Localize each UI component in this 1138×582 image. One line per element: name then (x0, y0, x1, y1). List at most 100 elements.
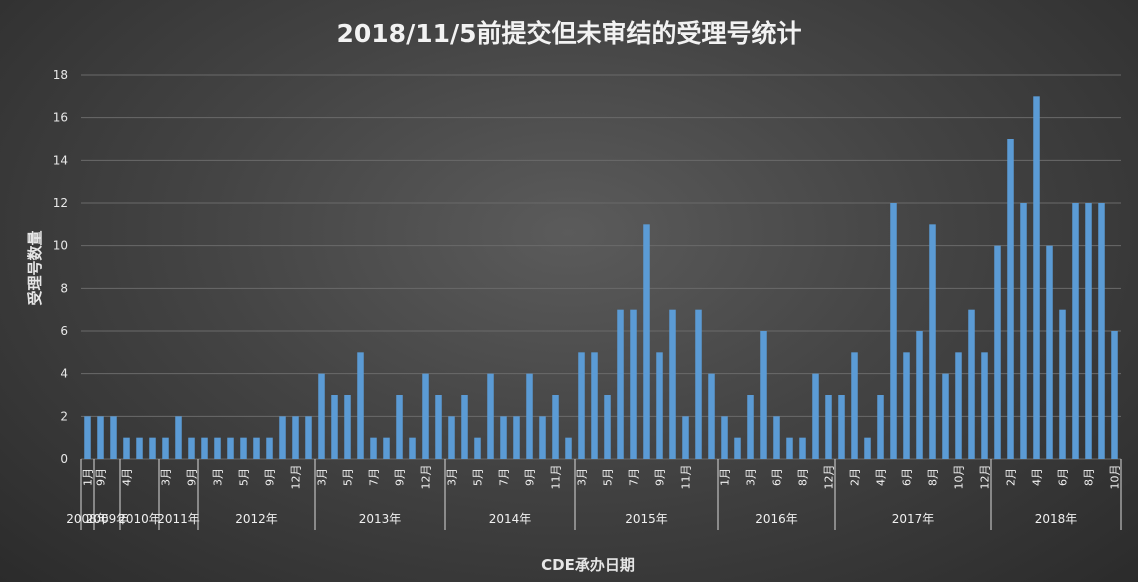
y-tick-label: 4 (60, 367, 68, 381)
y-tick-label: 12 (53, 196, 68, 210)
bar (370, 437, 377, 459)
month-label: 5月 (472, 468, 485, 486)
bar (1111, 331, 1118, 459)
bar (305, 416, 312, 459)
bar (474, 437, 481, 459)
bar (760, 331, 767, 459)
month-label: 3月 (160, 468, 173, 486)
bar (812, 373, 819, 459)
bar (929, 224, 936, 459)
bar (422, 373, 429, 459)
bar (747, 395, 754, 459)
month-label: 3月 (745, 468, 758, 486)
month-label: 1月 (719, 468, 732, 486)
bar (123, 437, 130, 459)
y-tick-label: 14 (53, 153, 68, 167)
bar (409, 437, 416, 459)
bar (201, 437, 208, 459)
bar (97, 416, 104, 459)
bar (1007, 139, 1014, 459)
bar (149, 437, 156, 459)
year-label: 2015年 (625, 512, 668, 526)
bar (240, 437, 247, 459)
year-label: 2016年 (755, 512, 798, 526)
month-label: 10月 (953, 465, 966, 490)
bar (825, 395, 832, 459)
month-label: 9月 (654, 468, 667, 486)
bar (526, 373, 533, 459)
year-label: 2014年 (489, 512, 532, 526)
month-label: 9月 (264, 468, 277, 486)
bar (175, 416, 182, 459)
bar (1072, 203, 1079, 459)
bar (188, 437, 195, 459)
y-tick-label: 8 (60, 281, 68, 295)
month-label: 6月 (901, 468, 914, 486)
month-label: 12月 (420, 465, 433, 490)
bar (1085, 203, 1092, 459)
month-label: 5月 (342, 468, 355, 486)
bar (591, 352, 598, 459)
month-label: 10月 (1109, 465, 1122, 490)
y-tick-label: 2 (60, 409, 68, 423)
bar (656, 352, 663, 459)
bar (682, 416, 689, 459)
month-label: 11月 (680, 465, 693, 490)
bar (1059, 309, 1066, 459)
bar (539, 416, 546, 459)
bar (552, 395, 559, 459)
year-label: 2013年 (359, 512, 402, 526)
bar (292, 416, 299, 459)
y-tick-label: 18 (53, 68, 68, 82)
bar (513, 416, 520, 459)
bar (838, 395, 845, 459)
month-label: 12月 (979, 465, 992, 490)
month-label: 2月 (1005, 468, 1018, 486)
month-label: 5月 (602, 468, 615, 486)
month-label: 3月 (212, 468, 225, 486)
bar (136, 437, 143, 459)
bar (331, 395, 338, 459)
bar (110, 416, 117, 459)
month-label: 3月 (316, 468, 329, 486)
year-label: 2008年 (66, 512, 109, 526)
bar (253, 437, 260, 459)
bar (955, 352, 962, 459)
month-label: 9月 (95, 468, 108, 486)
bar (643, 224, 650, 459)
bar (695, 309, 702, 459)
chart-title: 2018/11/5前提交但未审结的受理号统计 (336, 19, 801, 48)
bar (890, 203, 897, 459)
gridlines (81, 74, 1121, 460)
y-axis-title: 受理号数量 (26, 230, 44, 305)
bar (461, 395, 468, 459)
bar (1033, 96, 1040, 459)
bar (669, 309, 676, 459)
bar (942, 373, 949, 459)
bar (1046, 245, 1053, 459)
month-label: 4月 (121, 468, 134, 486)
bar (799, 437, 806, 459)
month-label: 7月 (368, 468, 381, 486)
bar (734, 437, 741, 459)
month-label: 5月 (238, 468, 251, 486)
y-tick-label: 0 (60, 452, 68, 466)
bar (1098, 203, 1105, 459)
bar (630, 309, 637, 459)
month-label: 8月 (797, 468, 810, 486)
bar (864, 437, 871, 459)
month-label: 12月 (823, 465, 836, 490)
bar (968, 309, 975, 459)
bar (435, 395, 442, 459)
bar (318, 373, 325, 459)
bar (396, 395, 403, 459)
bar (266, 437, 273, 459)
month-label: 4月 (1031, 468, 1044, 486)
bar (344, 395, 351, 459)
y-tick-label: 16 (53, 111, 68, 125)
bar (617, 309, 624, 459)
month-label: 9月 (186, 468, 199, 486)
bar (786, 437, 793, 459)
bar (773, 416, 780, 459)
